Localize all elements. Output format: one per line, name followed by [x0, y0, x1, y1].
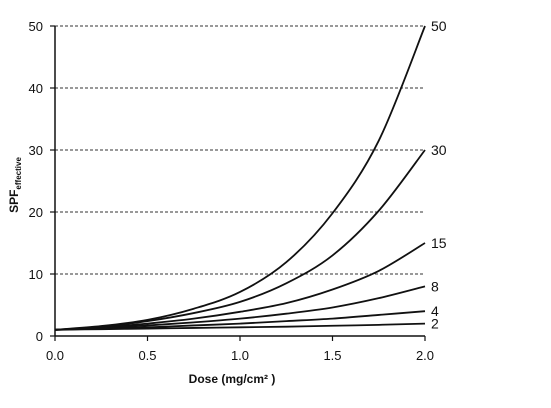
series-line-spf-50: [54, 25, 426, 331]
y-axis-label: SPFeffective: [7, 157, 23, 213]
series-line-spf-30: [54, 149, 426, 331]
gridlines: [55, 25, 425, 275]
y-tick-label: 50: [29, 19, 43, 34]
series-line-spf-8: [54, 285, 426, 331]
y-tick-label: 20: [29, 205, 43, 220]
series-label-spf-4: 4: [431, 303, 439, 319]
y-axis-label-main: SPF: [7, 190, 21, 213]
x-axis-label: Dose (mg/cm² ): [189, 372, 276, 386]
series-label-spf-2: 2: [431, 316, 439, 332]
series-label-spf-30: 30: [431, 142, 447, 158]
series-lines: [54, 25, 426, 331]
y-tick-label: 30: [29, 143, 43, 158]
series-end-labels: 50 30 15 8 42: [431, 18, 447, 332]
x-ticks: 0.0 0.5 1.0 1.5 2.0: [46, 336, 434, 363]
x-tick-label: 2.0: [416, 348, 434, 363]
y-tick-label: 40: [29, 81, 43, 96]
axes: [54, 26, 425, 337]
series-label-spf-50: 50: [431, 18, 447, 34]
series-line-spf-15: [54, 242, 426, 331]
series-label-spf-8: 8: [431, 278, 439, 294]
series-label-spf-15: 15: [431, 235, 447, 251]
y-tick-label: 10: [29, 267, 43, 282]
series-line-spf-2: [54, 322, 426, 331]
x-tick-label: 0.0: [46, 348, 64, 363]
x-tick-label: 1.5: [323, 348, 341, 363]
y-ticks: 0 10 20 30 40 50: [29, 19, 55, 344]
x-tick-label: 0.5: [138, 348, 156, 363]
y-tick-label: 0: [36, 329, 43, 344]
y-axis-label-sub: effective: [14, 157, 23, 190]
x-tick-label: 1.0: [231, 348, 249, 363]
